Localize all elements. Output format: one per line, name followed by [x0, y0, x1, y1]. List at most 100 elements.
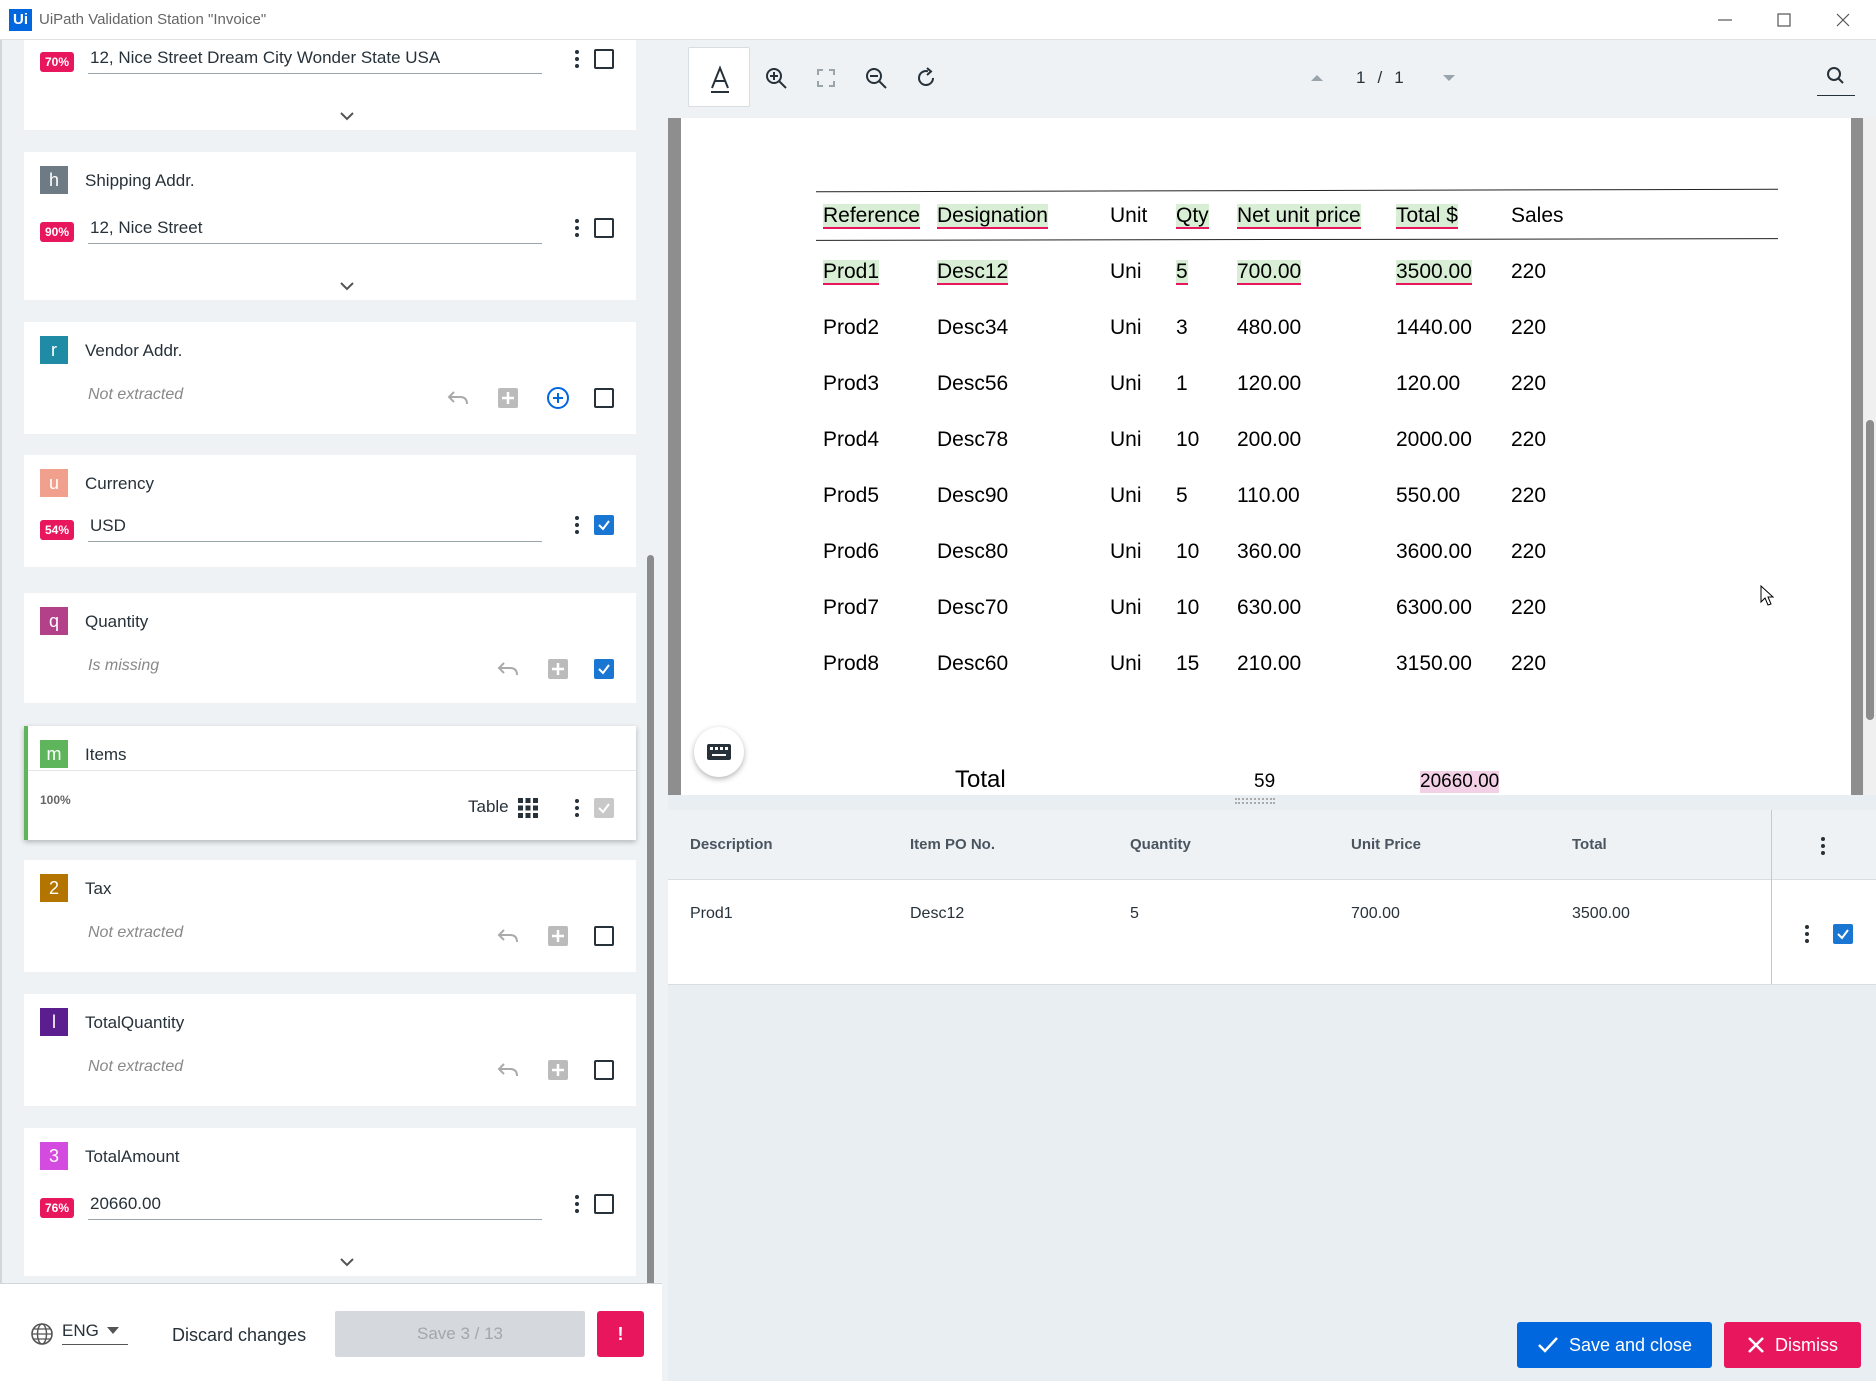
add-value-icon[interactable] [546, 1058, 570, 1082]
minimize-icon[interactable] [1714, 9, 1736, 31]
viewer-toolbar: 1 / 1 [668, 40, 1876, 118]
field-card-total-quantity[interactable]: l TotalQuantity Not extracted [24, 994, 636, 1106]
resize-handle[interactable] [1235, 798, 1275, 804]
field-label: TotalAmount [85, 1147, 180, 1166]
field-card-billing-address[interactable]: 70% 12, Nice Street Dream City Wonder St… [24, 40, 636, 130]
confirm-checkbox-checked[interactable] [594, 515, 614, 535]
field-label: Quantity [85, 612, 149, 631]
shipping-address-value[interactable]: 12, Nice Street [88, 214, 542, 244]
chevron-down-icon[interactable] [335, 1250, 359, 1274]
confidence-badge: 54% [40, 520, 75, 540]
field-status: Not extracted [88, 1058, 184, 1075]
document-scrollbar-thumb[interactable] [1866, 420, 1874, 720]
grid-cell[interactable]: 3500.00 [1572, 905, 1630, 922]
grid-header-description[interactable]: Description [690, 836, 773, 853]
more-options-icon[interactable] [565, 1192, 589, 1216]
grid-header-quantity[interactable]: Quantity [1130, 836, 1191, 853]
doc-cell: 220 [1511, 372, 1547, 395]
doc-cell: Prod2 [823, 316, 880, 339]
grid-more-options-icon[interactable] [1811, 834, 1835, 858]
grid-header-unit-price[interactable]: Unit Price [1351, 836, 1422, 853]
save-button[interactable]: Save 3 / 13 [335, 1311, 585, 1357]
confirm-checkbox[interactable] [594, 388, 614, 408]
text-mode-button[interactable] [688, 47, 750, 107]
doc-total-amount: 20660.00 [1420, 771, 1500, 793]
chevron-down-icon[interactable] [335, 274, 359, 298]
doc-cell: Desc34 [937, 316, 1009, 339]
grid-header-item-po[interactable]: Item PO No. [910, 836, 996, 853]
save-and-close-button[interactable]: Save and close [1517, 1322, 1712, 1368]
zoom-in-icon[interactable] [764, 66, 788, 90]
uipath-logo-icon: Ui [9, 9, 32, 31]
field-card-shipping-address[interactable]: h Shipping Addr. 90% 12, Nice Street [24, 152, 636, 300]
confirm-checkbox[interactable] [594, 1060, 614, 1080]
fields-scrollbar[interactable] [647, 555, 654, 1320]
more-options-icon[interactable] [565, 513, 589, 537]
confirm-checkbox[interactable] [594, 1194, 614, 1214]
grid-cell[interactable]: 5 [1130, 905, 1139, 922]
undo-icon[interactable] [496, 657, 520, 681]
add-value-icon[interactable] [496, 386, 520, 410]
more-options-icon[interactable] [565, 796, 589, 820]
grid-cell[interactable]: Prod1 [690, 905, 733, 922]
add-circle-icon[interactable] [546, 386, 570, 410]
total-amount-value[interactable]: 20660.00 [88, 1190, 542, 1220]
field-type-badge: q [40, 607, 68, 635]
search-button[interactable] [1817, 62, 1855, 96]
keyboard-button[interactable] [694, 727, 744, 777]
doc-cell: Prod1 [823, 260, 880, 285]
close-window-icon[interactable] [1832, 9, 1854, 31]
confirm-checkbox-checked[interactable] [594, 659, 614, 679]
billing-address-value[interactable]: 12, Nice Street Dream City Wonder State … [88, 44, 542, 74]
field-type-badge: 3 [40, 1142, 68, 1170]
doc-cell: 220 [1511, 484, 1547, 507]
confirm-checkbox[interactable] [594, 926, 614, 946]
doc-cell: Prod6 [823, 540, 880, 563]
more-options-icon[interactable] [565, 47, 589, 71]
zoom-out-icon[interactable] [864, 66, 888, 90]
discard-changes-button[interactable]: Discard changes [172, 1325, 307, 1345]
grid-cell[interactable]: 700.00 [1351, 905, 1400, 922]
alert-button[interactable]: ! [597, 1311, 644, 1357]
confirm-checkbox[interactable] [594, 49, 614, 69]
field-card-quantity[interactable]: q Quantity Is missing [24, 593, 636, 703]
grid-cell[interactable]: Desc12 [910, 905, 965, 922]
field-card-currency[interactable]: u Currency 54% USD [24, 455, 636, 567]
confirm-checkbox-disabled[interactable] [594, 798, 614, 818]
page-indicator: 1 / 1 [1356, 68, 1404, 88]
undo-icon[interactable] [446, 386, 470, 410]
field-type-badge: m [40, 740, 68, 768]
add-value-icon[interactable] [546, 657, 570, 681]
doc-cell: Uni [1110, 316, 1142, 339]
field-card-items[interactable]: m Items 100% Table [24, 726, 636, 840]
chevron-down-icon[interactable] [335, 104, 359, 128]
window-title: UiPath Validation Station "Invoice" [39, 11, 267, 28]
undo-icon[interactable] [496, 1058, 520, 1082]
confirm-checkbox[interactable] [594, 218, 614, 238]
row-confirm-checkbox-checked[interactable] [1833, 924, 1853, 944]
doc-header-cell: Sales [1511, 204, 1564, 227]
dismiss-button[interactable]: Dismiss [1724, 1322, 1861, 1368]
field-card-vendor-address[interactable]: r Vendor Addr. Not extracted [24, 322, 636, 434]
table-grid-icon[interactable] [516, 796, 540, 820]
rotate-icon[interactable] [914, 66, 938, 90]
doc-cell: Desc78 [937, 428, 1009, 451]
row-more-options-icon[interactable] [1795, 922, 1819, 946]
grid-header-total[interactable]: Total [1572, 836, 1607, 853]
field-card-tax[interactable]: 2 Tax Not extracted [24, 860, 636, 972]
field-type-badge: 2 [40, 874, 68, 902]
maximize-icon[interactable] [1773, 9, 1795, 31]
doc-cell: Desc60 [937, 652, 1009, 675]
add-value-icon[interactable] [546, 924, 570, 948]
pane-splitter[interactable] [662, 40, 668, 1381]
document-canvas[interactable]: Reference Designation Unit Qty Net unit pric… [668, 118, 1863, 804]
next-page-icon[interactable] [1437, 66, 1461, 90]
previous-page-icon[interactable] [1305, 66, 1329, 90]
more-options-icon[interactable] [565, 216, 589, 240]
doc-cell: 10 [1176, 540, 1200, 563]
fit-page-icon[interactable] [814, 66, 838, 90]
undo-icon[interactable] [496, 924, 520, 948]
currency-value[interactable]: USD [88, 512, 542, 542]
language-select[interactable]: ENG [62, 1317, 128, 1345]
field-card-total-amount[interactable]: 3 TotalAmount 76% 20660.00 [24, 1128, 636, 1276]
